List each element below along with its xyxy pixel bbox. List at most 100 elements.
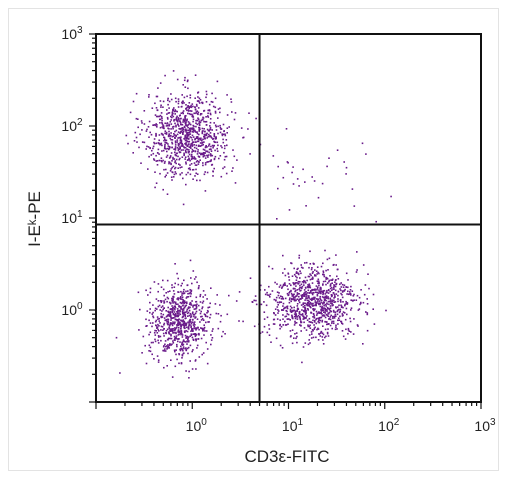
event-dot-pop2 — [172, 332, 174, 334]
event-dot-pop2 — [170, 333, 172, 336]
event-dot-pop1 — [164, 74, 166, 77]
event-dot-pop3 — [325, 305, 327, 307]
event-dot-pop2 — [172, 321, 174, 323]
event-dot-pop2 — [200, 337, 203, 340]
event-dot-pop2 — [177, 327, 180, 329]
event-dot-pop3 — [308, 317, 311, 320]
event-dot-pop1 — [172, 115, 175, 118]
event-dot-pop2 — [162, 288, 165, 291]
event-dot-pop3 — [334, 295, 336, 297]
event-dot-pop3 — [341, 330, 344, 332]
event-dot-pop3 — [304, 299, 306, 301]
event-dot-pop2 — [177, 291, 180, 293]
event-dot-pop3 — [337, 290, 340, 293]
event-dot-pop2 — [183, 347, 185, 350]
event-dot-pop2 — [194, 304, 196, 306]
event-dot-pop1 — [180, 123, 183, 126]
event-dot-pop2 — [179, 296, 182, 298]
event-dot-pop3 — [324, 310, 327, 312]
event-dot-pop3 — [327, 328, 329, 330]
event-dot-pop1 — [236, 159, 238, 161]
event-dot-pop2 — [172, 297, 174, 300]
event-dot-pop3 — [321, 315, 324, 317]
event-dot-pop2 — [200, 310, 202, 313]
event-dot-pop2 — [198, 285, 200, 287]
event-dot-pop4 — [304, 181, 306, 183]
event-dot-pop3 — [298, 298, 301, 301]
event-dot-pop1 — [204, 171, 206, 173]
event-dot-pop1 — [179, 151, 182, 154]
event-dot-pop2 — [187, 336, 190, 338]
event-dot-pop2 — [158, 336, 160, 338]
event-dot-pop2 — [220, 314, 222, 317]
event-dot-pop2 — [203, 328, 205, 330]
event-dot-pop2 — [185, 337, 187, 339]
event-dot-pop2 — [195, 307, 198, 309]
event-dot-pop3 — [333, 286, 335, 289]
event-dot-pop3 — [316, 298, 319, 300]
event-dot-pop1 — [189, 164, 191, 166]
event-dot-pop2 — [203, 326, 206, 329]
event-dot-pop2 — [154, 320, 157, 323]
event-dot-pop2 — [183, 292, 186, 294]
event-dot-pop2 — [190, 289, 193, 292]
event-dot-pop3 — [329, 287, 332, 290]
event-dot-pop2 — [217, 313, 220, 315]
event-dot-pop1 — [188, 131, 191, 134]
event-dot-pop1 — [210, 155, 212, 157]
event-dot-pop2 — [163, 307, 165, 309]
event-dot-pop1 — [210, 148, 212, 151]
event-dot-pop1 — [213, 157, 216, 160]
event-dot-pop1 — [188, 140, 191, 143]
event-dot-pop1 — [197, 138, 200, 141]
event-dot-pop3 — [302, 318, 305, 320]
event-dot-pop1 — [180, 142, 183, 144]
event-dot-pop2 — [190, 290, 193, 293]
event-dot-pop2 — [176, 314, 178, 317]
event-dot-pop1 — [179, 166, 181, 169]
event-dot-pop3 — [300, 283, 303, 286]
event-dot-pop1 — [178, 136, 181, 139]
event-dot-pop4 — [311, 176, 313, 178]
event-dot-pop2 — [208, 306, 211, 308]
event-dot-pop3 — [337, 306, 339, 308]
event-dot-pop1 — [159, 126, 162, 129]
event-dot-pop3 — [254, 295, 257, 297]
event-dot-pop3 — [308, 339, 310, 341]
event-dot-pop1 — [185, 131, 188, 133]
event-dot-pop3 — [277, 294, 280, 297]
event-dot-pop1 — [209, 112, 212, 115]
event-dot-pop1 — [127, 142, 129, 145]
event-dot-pop2 — [215, 312, 218, 315]
event-dot-pop3 — [355, 271, 358, 273]
event-dot-pop2 — [154, 329, 156, 332]
event-dot-pop2 — [175, 353, 177, 356]
event-dot-pop1 — [195, 164, 198, 166]
event-dot-pop2 — [198, 309, 201, 311]
event-dot-pop2 — [190, 326, 192, 329]
event-dot-pop2 — [171, 311, 174, 313]
event-dot-pop4 — [287, 162, 289, 164]
event-dot-pop1 — [214, 112, 217, 114]
event-dot-pop1 — [186, 134, 189, 137]
event-dot-pop3 — [350, 307, 353, 309]
event-dot-pop2 — [149, 311, 151, 314]
event-dot-pop1 — [178, 158, 180, 161]
event-dot-pop3 — [329, 299, 332, 301]
event-dot-pop2 — [184, 301, 187, 304]
event-dot-pop1 — [202, 143, 204, 146]
event-dot-pop1 — [216, 80, 219, 83]
event-dot-pop1 — [167, 134, 170, 137]
event-dot-pop2 — [207, 321, 209, 323]
event-dot-pop3 — [337, 294, 339, 297]
event-dot-pop3 — [331, 294, 333, 296]
event-dot-pop3 — [322, 271, 325, 274]
event-dot-pop2 — [167, 318, 169, 321]
event-dot-pop2 — [161, 315, 163, 318]
y-tick-label: 101 — [61, 209, 83, 226]
event-dot-pop2 — [197, 327, 199, 329]
event-dot-pop2 — [160, 306, 163, 309]
event-dot-pop3 — [280, 325, 283, 328]
event-dot-pop1 — [148, 94, 150, 96]
event-dot-pop2 — [187, 341, 190, 343]
